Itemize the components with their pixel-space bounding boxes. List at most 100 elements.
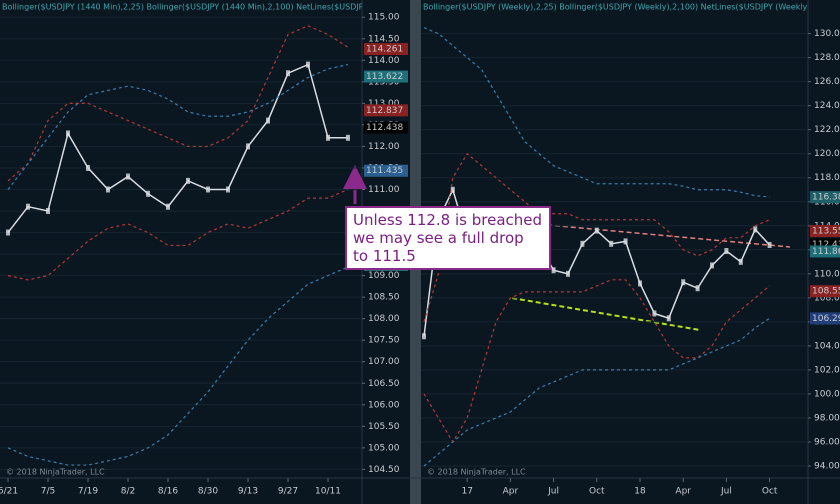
y-tick-label: 122.00 <box>814 125 840 135</box>
x-tick-label: 9/27 <box>278 487 298 497</box>
candle <box>146 190 150 197</box>
candle <box>738 258 743 265</box>
candle <box>609 240 614 247</box>
candle <box>594 227 599 234</box>
x-tick-label: Oct <box>589 487 605 497</box>
candle <box>126 173 130 180</box>
y-tick-label: 126.00 <box>814 77 840 87</box>
candle <box>186 177 190 184</box>
x-tick-label: 6/21 <box>0 487 18 497</box>
price-label-box <box>810 312 840 325</box>
price-label: 111.863 <box>812 247 840 257</box>
candle <box>580 240 585 247</box>
x-tick-label: Oct <box>762 487 778 497</box>
y-tick-label: 114.50 <box>368 34 400 44</box>
price-label: 114.261 <box>366 45 403 55</box>
price-label-box <box>810 245 840 258</box>
y-tick-label: 105.00 <box>368 443 400 453</box>
candle <box>206 186 210 193</box>
copyright: © 2018 NinjaTrader, LLC <box>6 468 105 477</box>
x-tick-label: 8/16 <box>158 487 178 497</box>
price-label-box <box>810 225 840 238</box>
candle <box>106 186 110 193</box>
plot-area: Bollinger($USDJPY (1440 Min),2,25) Bolli… <box>0 3 362 477</box>
candle <box>623 238 628 245</box>
x-tick-label: Apr <box>503 487 519 497</box>
chart-header: Bollinger($USDJPY (Weekly),2,25) Bolling… <box>423 3 840 12</box>
annotation: Unless 112.8 is breached we may see a fu… <box>345 206 551 270</box>
price-series <box>423 317 770 467</box>
x-tick-label: Jul <box>720 487 732 497</box>
price-label: 108.555 <box>812 287 840 297</box>
candle <box>226 186 230 193</box>
candle <box>422 333 426 340</box>
candle <box>666 315 671 322</box>
x-tick-label: 18 <box>634 487 646 497</box>
candle <box>710 262 714 269</box>
price-label-box <box>810 191 840 204</box>
candle <box>286 70 290 77</box>
candle <box>6 229 10 236</box>
y-tick-label: 124.00 <box>814 101 840 111</box>
price-label-box <box>364 43 408 56</box>
candle <box>724 248 729 255</box>
y-tick-label: 104.00 <box>814 341 840 351</box>
price-label-box <box>364 121 408 134</box>
y-tick-label: 120.00 <box>814 149 840 159</box>
x-tick-label: 9/13 <box>238 487 258 497</box>
candle <box>638 280 642 287</box>
candle <box>695 285 700 292</box>
candle <box>767 242 772 249</box>
y-tick-label: 109.00 <box>368 271 400 281</box>
x-tick-label: Jul <box>547 487 559 497</box>
x-tick-label: 7/5 <box>41 487 55 497</box>
price-series <box>7 64 349 190</box>
y-tick-label: 106.00 <box>368 400 400 410</box>
price-series <box>423 279 770 444</box>
candle <box>551 267 556 274</box>
y-tick-label: 130.00 <box>814 29 840 39</box>
y-tick-label: 115.00 <box>368 13 400 23</box>
y-tick-label: 107.50 <box>368 336 400 346</box>
candle <box>753 226 758 233</box>
price-label-box <box>364 164 408 177</box>
y-tick-label: 112.00 <box>368 142 400 152</box>
candle <box>652 310 657 317</box>
trend-line <box>514 221 791 248</box>
candle <box>681 279 686 286</box>
price-label: 111.435 <box>366 166 403 176</box>
price-series <box>7 25 349 182</box>
price-label: 113.559 <box>812 227 840 237</box>
y-tick-label: 104.50 <box>368 465 400 475</box>
y-tick-label: 114.00 <box>368 56 400 66</box>
y-tick-label: 96.00 <box>814 437 840 447</box>
candle <box>306 61 310 68</box>
y-tick-label: 106.50 <box>368 379 400 389</box>
y-tick-label: 107.00 <box>368 357 400 367</box>
price-label: 106.291 <box>812 314 840 324</box>
x-tick-label: 7/19 <box>78 487 98 497</box>
x-tick-label: 8/30 <box>198 487 218 497</box>
candle <box>450 186 455 193</box>
price-series <box>423 27 770 198</box>
price-series <box>423 152 770 323</box>
price-series <box>7 188 349 281</box>
y-tick-label: 118.00 <box>814 173 840 183</box>
candle <box>46 208 50 215</box>
y-tick-label: 108.00 <box>368 314 400 324</box>
price-label-box <box>810 285 840 298</box>
price-series <box>7 63 348 234</box>
price-label: 112.439 <box>812 240 840 250</box>
y-tick-label: 128.00 <box>814 53 840 63</box>
y-tick-label: 102.00 <box>814 365 840 375</box>
candle <box>326 134 330 141</box>
y-tick-label: 94.00 <box>814 461 840 471</box>
price-label: 112.438 <box>366 123 403 133</box>
candle <box>566 270 570 277</box>
y-tick-label: 100.00 <box>814 389 840 399</box>
x-tick-label: 8/2 <box>121 487 135 497</box>
y-tick-label: 111.00 <box>368 185 400 195</box>
price-label: 116.383 <box>812 193 840 203</box>
y-tick-label: 108.50 <box>368 293 400 303</box>
